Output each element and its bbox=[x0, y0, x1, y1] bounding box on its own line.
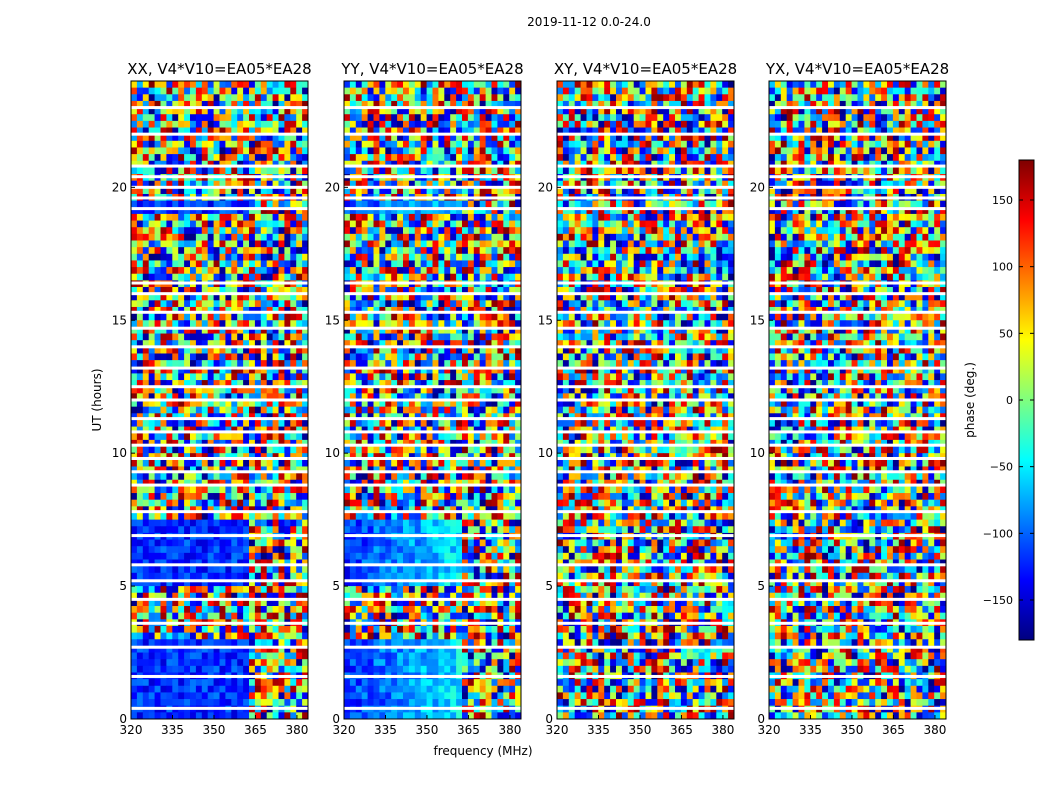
y-tick-label: 20 bbox=[750, 180, 765, 194]
y-tick-label: 0 bbox=[119, 712, 127, 726]
x-tick-label: 365 bbox=[882, 723, 905, 737]
x-tick-label: 365 bbox=[670, 723, 693, 737]
panel-title: YY, V4*V10=EA05*EA28 bbox=[340, 60, 523, 78]
colorbar-label: phase (deg.) bbox=[963, 362, 977, 438]
colorbar-tick-label: 100 bbox=[992, 261, 1013, 274]
x-tick-label: 350 bbox=[416, 723, 439, 737]
x-tick-label: 350 bbox=[629, 723, 652, 737]
y-tick-label: 15 bbox=[750, 313, 765, 327]
x-tick-label: 335 bbox=[587, 723, 610, 737]
panels: XX, V4*V10=EA05*EA28 320 335 350 365 380 0 5 10 1… bbox=[112, 60, 949, 737]
x-axis-label: frequency (MHz) bbox=[433, 744, 532, 758]
y-tick-label: 10 bbox=[538, 446, 553, 460]
y-tick-label: 15 bbox=[112, 313, 127, 327]
panel-title: XY, V4*V10=EA05*EA28 bbox=[554, 60, 737, 78]
panel-xy: XY, V4*V10=EA05*EA28 320 335 350 365 380 0 5 10 1… bbox=[538, 60, 737, 737]
colorbar-tick-label: 150 bbox=[992, 194, 1013, 207]
x-tick-label: 365 bbox=[244, 723, 267, 737]
panel-title: YX, V4*V10=EA05*EA28 bbox=[765, 60, 949, 78]
y-tick-label: 5 bbox=[119, 579, 127, 593]
y-axis-label: UT (hours) bbox=[90, 368, 104, 431]
y-tick-label: 0 bbox=[757, 712, 765, 726]
y-tick-label: 5 bbox=[757, 579, 765, 593]
flagged-rows bbox=[131, 106, 308, 710]
panel-frame bbox=[343, 80, 522, 720]
y-tick-label: 10 bbox=[325, 446, 340, 460]
x-tick-label: 320 bbox=[758, 723, 781, 737]
x-tick-label: 380 bbox=[498, 723, 521, 737]
y-tick-label: 0 bbox=[545, 712, 553, 726]
y-tick-label: 15 bbox=[538, 313, 553, 327]
flagged-rows bbox=[344, 106, 521, 710]
y-tick-label: 20 bbox=[538, 180, 553, 194]
phase-cells bbox=[344, 81, 522, 720]
colorbar: 150 100 50 0 −50 −100 −150 bbox=[983, 159, 1035, 641]
panel-frame bbox=[130, 80, 309, 720]
x-tick-label: 350 bbox=[203, 723, 226, 737]
y-tick-label: 10 bbox=[112, 446, 127, 460]
x-tick-label: 320 bbox=[120, 723, 143, 737]
x-tick-label: 335 bbox=[374, 723, 397, 737]
flagged-rows bbox=[769, 106, 946, 710]
colorbar-tick-label: −100 bbox=[983, 527, 1013, 540]
x-tick-label: 350 bbox=[841, 723, 864, 737]
panel-yx: YX, V4*V10=EA05*EA28 320 335 350 365 380 0 5 10 1… bbox=[750, 60, 949, 737]
colorbar-tick-label: −150 bbox=[983, 594, 1013, 607]
figure-title: 2019-11-12 0.0-24.0 bbox=[527, 15, 651, 29]
y-tick-label: 5 bbox=[332, 579, 340, 593]
colorbar-tick-label: 0 bbox=[1006, 394, 1013, 407]
x-tick-label: 320 bbox=[546, 723, 569, 737]
x-tick-label: 365 bbox=[457, 723, 480, 737]
y-tick-label: 5 bbox=[545, 579, 553, 593]
x-tick-label: 335 bbox=[799, 723, 822, 737]
y-tick-label: 20 bbox=[325, 180, 340, 194]
flagged-rows bbox=[557, 106, 734, 710]
x-tick-label: 380 bbox=[711, 723, 734, 737]
panel-frame bbox=[768, 80, 947, 720]
colorbar-tick-label: 50 bbox=[999, 327, 1013, 340]
y-tick-label: 0 bbox=[332, 712, 340, 726]
x-tick-label: 320 bbox=[333, 723, 356, 737]
y-tick-label: 15 bbox=[325, 313, 340, 327]
y-tick-label: 20 bbox=[112, 180, 127, 194]
panel-frame bbox=[556, 80, 735, 720]
panel-title: XX, V4*V10=EA05*EA28 bbox=[127, 60, 311, 78]
y-tick-label: 10 bbox=[750, 446, 765, 460]
x-tick-label: 380 bbox=[923, 723, 946, 737]
panel-yy: YY, V4*V10=EA05*EA28 320 335 350 365 380 0 5 10 1… bbox=[325, 60, 524, 737]
x-tick-label: 380 bbox=[285, 723, 308, 737]
colorbar-tick-label: −50 bbox=[990, 461, 1013, 474]
x-tick-label: 335 bbox=[161, 723, 184, 737]
panel-xx: XX, V4*V10=EA05*EA28 320 335 350 365 380 0 5 10 1… bbox=[112, 60, 312, 737]
